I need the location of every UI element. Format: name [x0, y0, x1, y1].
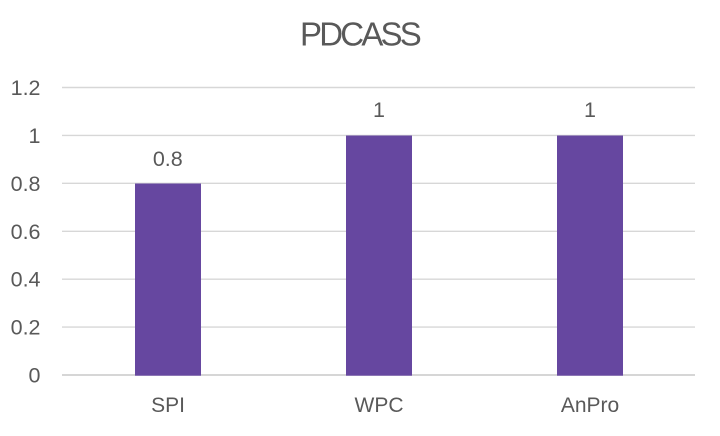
svg-text:0.8: 0.8 [11, 172, 41, 196]
svg-text:0.4: 0.4 [11, 268, 41, 292]
svg-text:WPC: WPC [355, 394, 404, 417]
svg-text:1: 1 [373, 98, 385, 122]
svg-text:1: 1 [29, 124, 41, 148]
svg-text:1.2: 1.2 [11, 76, 41, 100]
svg-text:PDCASS: PDCASS [300, 15, 421, 52]
svg-text:0.8: 0.8 [153, 147, 183, 171]
svg-text:1: 1 [584, 98, 596, 122]
svg-text:0.6: 0.6 [11, 220, 41, 244]
svg-text:0.2: 0.2 [11, 316, 41, 340]
svg-text:0: 0 [29, 364, 41, 388]
svg-text:SPI: SPI [151, 394, 185, 417]
svg-text:AnPro: AnPro [561, 394, 619, 417]
